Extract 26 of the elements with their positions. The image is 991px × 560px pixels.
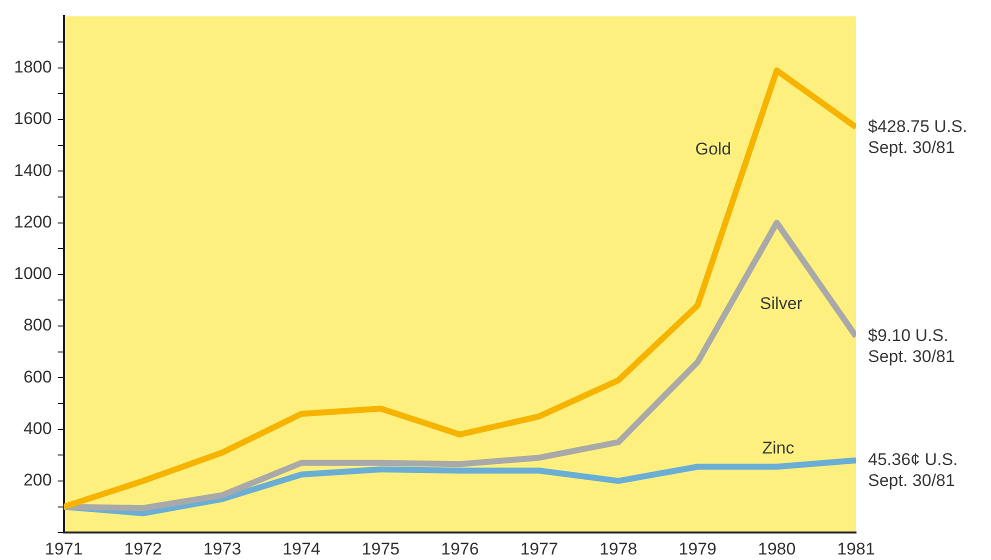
x-tick-label: 1981	[837, 539, 875, 558]
x-tick-label: 1974	[282, 539, 320, 558]
x-tick-label: 1977	[520, 539, 558, 558]
text: $9.10 U.S. Sept. 30/81	[868, 326, 955, 366]
y-tick-label: 1800	[14, 58, 52, 77]
y-tick-label: 1000	[14, 264, 52, 284]
x-tick-label: 1976	[440, 539, 479, 558]
y-tick-label: 400	[23, 419, 52, 438]
series-label: Zinc	[762, 438, 795, 458]
x-tick-label: 1973	[203, 539, 242, 558]
series-label: Silver	[760, 294, 803, 314]
x-tick-label: 1975	[362, 539, 400, 558]
y-tick-label: 1400	[14, 160, 52, 180]
x-tick-label: 1971	[44, 539, 83, 558]
x-tick-label: 1978	[599, 539, 638, 558]
text: 45.36¢ U.S. Sept. 30/81	[868, 450, 958, 490]
y-tick-label: 600	[23, 367, 52, 386]
x-tick-label: 1979	[678, 539, 716, 558]
y-tick-label: 200	[23, 470, 52, 490]
y-tick-label: 1600	[14, 109, 52, 128]
x-tick-label: 1980	[758, 539, 796, 558]
series-label: Gold	[695, 140, 732, 159]
y-tick-label: 800	[23, 316, 52, 335]
x-tick-label: 1972	[124, 539, 162, 558]
text: $428.75 U.S. Sept. 30/81	[868, 116, 968, 157]
y-tick-label: 1200	[14, 212, 52, 232]
